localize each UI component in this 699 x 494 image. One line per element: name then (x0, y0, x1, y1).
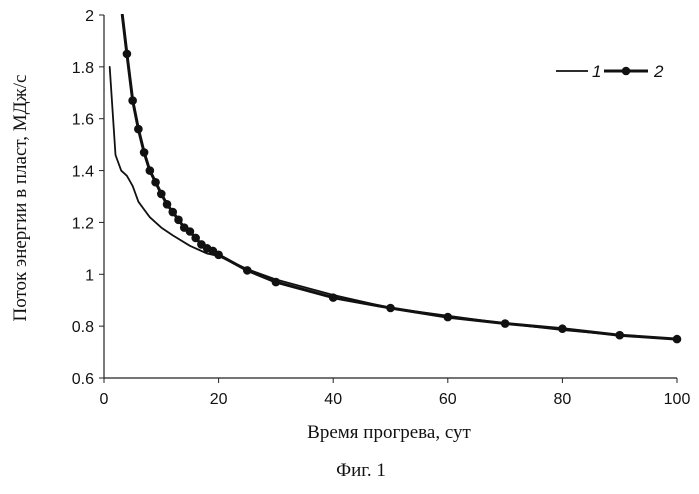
series-2-point (128, 96, 137, 105)
y-tick-label: 1.2 (72, 215, 94, 232)
series-2-point (386, 304, 395, 313)
y-tick-label: 1.6 (72, 112, 94, 129)
series-2-point (157, 190, 166, 199)
series-2-point (243, 266, 252, 275)
series-2-point (673, 335, 682, 344)
series-2-point (444, 313, 453, 322)
series-1-line (110, 67, 677, 339)
series-2-point (146, 166, 155, 175)
series-2-point (151, 178, 160, 187)
series-2-point (191, 234, 200, 243)
y-tick-label: 1 (85, 267, 94, 284)
series-2-point (140, 148, 149, 157)
y-tick-label: 2 (85, 8, 94, 25)
legend-label-2: 2 (653, 62, 664, 81)
x-tick-label: 0 (100, 391, 109, 408)
x-tick-label: 100 (664, 391, 691, 408)
series-2-point (329, 293, 338, 302)
series-2-point (615, 331, 624, 340)
series-2-point (501, 319, 510, 328)
x-axis-title: Время прогрева, сут (307, 422, 471, 443)
series-2-point (272, 278, 281, 287)
series-2-point (174, 216, 183, 225)
y-tick-label: 0.8 (72, 319, 94, 336)
x-tick-label: 80 (554, 391, 572, 408)
x-axis: 0 20 40 60 80 100 (100, 378, 691, 408)
series-2-point (163, 200, 172, 209)
series-1 (110, 67, 677, 339)
series-2-point (168, 208, 177, 217)
series-2-point (123, 50, 132, 59)
x-tick-label: 40 (324, 391, 342, 408)
y-tick-label: 0.6 (72, 371, 94, 388)
y-tick-label: 1.4 (72, 164, 94, 181)
series-2-point (558, 324, 567, 333)
series-2-point (186, 227, 195, 236)
series-2-point (134, 125, 143, 134)
legend-marker-2 (622, 67, 631, 76)
figure-caption: Фиг. 1 (336, 460, 386, 481)
y-axis-title: Поток энергии в пласт, МДж/с (10, 75, 31, 322)
x-tick-label: 60 (439, 391, 457, 408)
y-axis: 0.6 0.8 1 1.2 1.4 1.6 1.8 2 (72, 8, 104, 388)
y-tick-label: 1.8 (72, 60, 94, 77)
legend: 12 (556, 62, 664, 81)
x-tick-label: 20 (210, 391, 228, 408)
series-2-point (214, 251, 223, 260)
legend-label-1: 1 (592, 62, 601, 81)
